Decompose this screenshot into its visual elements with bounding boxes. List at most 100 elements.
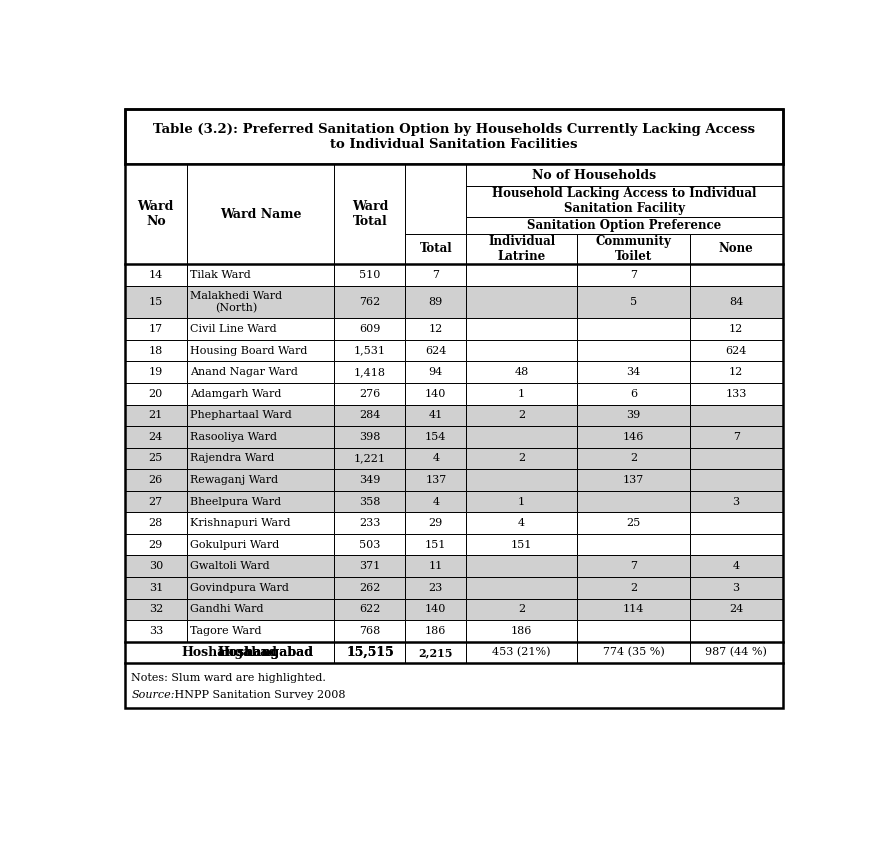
Bar bbox=[689, 642, 782, 663]
Bar bbox=[466, 234, 577, 265]
Text: Tagore Ward: Tagore Ward bbox=[190, 626, 262, 636]
Text: None: None bbox=[719, 243, 753, 255]
Bar bbox=[466, 642, 577, 663]
Text: Source:: Source: bbox=[132, 690, 175, 701]
Bar bbox=[577, 599, 689, 620]
Text: 11: 11 bbox=[428, 561, 442, 572]
Bar bbox=[689, 405, 782, 426]
Bar bbox=[405, 340, 466, 362]
Bar bbox=[577, 491, 689, 513]
Bar bbox=[405, 534, 466, 556]
Bar bbox=[187, 513, 335, 534]
Text: 3: 3 bbox=[733, 583, 740, 593]
Bar bbox=[405, 620, 466, 642]
Text: Rasooliya Ward: Rasooliya Ward bbox=[190, 432, 277, 442]
Text: 15,515: 15,515 bbox=[346, 646, 394, 659]
Bar bbox=[405, 383, 466, 405]
Bar bbox=[187, 426, 335, 448]
Bar bbox=[466, 286, 577, 319]
Bar bbox=[187, 534, 335, 556]
Bar bbox=[125, 599, 187, 620]
Bar bbox=[577, 448, 689, 470]
Text: 349: 349 bbox=[359, 475, 381, 485]
Bar bbox=[689, 340, 782, 362]
Bar bbox=[335, 319, 405, 340]
Bar bbox=[335, 620, 405, 642]
Bar bbox=[125, 383, 187, 405]
Text: 12: 12 bbox=[729, 368, 743, 377]
Bar bbox=[125, 513, 187, 534]
Text: Hoshangabad: Hoshangabad bbox=[181, 646, 278, 659]
Text: 23: 23 bbox=[428, 583, 442, 593]
Bar bbox=[187, 164, 335, 265]
Bar bbox=[405, 426, 466, 448]
Bar bbox=[125, 286, 187, 319]
Bar bbox=[335, 642, 405, 663]
Bar bbox=[125, 405, 187, 426]
Text: 2: 2 bbox=[518, 454, 525, 464]
Text: 33: 33 bbox=[149, 626, 163, 636]
Bar bbox=[405, 234, 466, 265]
Text: No of Households: No of Households bbox=[532, 169, 656, 181]
Bar bbox=[405, 556, 466, 577]
Text: Rewaganj Ward: Rewaganj Ward bbox=[190, 475, 279, 485]
Bar bbox=[335, 556, 405, 577]
Bar bbox=[577, 319, 689, 340]
Text: 233: 233 bbox=[359, 518, 381, 528]
Text: 398: 398 bbox=[359, 432, 381, 442]
Text: Anand Nagar Ward: Anand Nagar Ward bbox=[190, 368, 298, 377]
Bar bbox=[335, 642, 405, 663]
Bar bbox=[125, 642, 405, 663]
Text: 371: 371 bbox=[359, 561, 381, 572]
Bar bbox=[466, 265, 577, 286]
Bar bbox=[335, 362, 405, 383]
Text: Hoshangabad: Hoshangabad bbox=[217, 646, 313, 659]
Text: 28: 28 bbox=[149, 518, 163, 528]
Text: Phephartaal Ward: Phephartaal Ward bbox=[190, 411, 292, 421]
Bar bbox=[125, 109, 782, 164]
Text: Malakhedi Ward
(North): Malakhedi Ward (North) bbox=[190, 291, 282, 313]
Text: 12: 12 bbox=[428, 324, 442, 334]
Text: 503: 503 bbox=[359, 540, 381, 550]
Text: 284: 284 bbox=[359, 411, 381, 421]
Text: 1: 1 bbox=[518, 389, 525, 399]
Text: 84: 84 bbox=[729, 297, 743, 307]
Text: Individual
Latrine: Individual Latrine bbox=[488, 235, 555, 263]
Text: 30: 30 bbox=[149, 561, 163, 572]
Text: 27: 27 bbox=[149, 497, 163, 507]
Text: Notes: Slum ward are highlighted.: Notes: Slum ward are highlighted. bbox=[132, 673, 327, 683]
Text: 2: 2 bbox=[518, 411, 525, 421]
Text: 1,418: 1,418 bbox=[354, 368, 386, 377]
Text: 1,531: 1,531 bbox=[354, 346, 386, 356]
Bar bbox=[689, 470, 782, 491]
Bar bbox=[187, 556, 335, 577]
Bar bbox=[689, 286, 782, 319]
Text: 31: 31 bbox=[149, 583, 163, 593]
Text: Rajendra Ward: Rajendra Ward bbox=[190, 454, 274, 464]
Text: Ward
No: Ward No bbox=[137, 201, 174, 228]
Bar bbox=[577, 556, 689, 577]
Bar bbox=[577, 362, 689, 383]
Bar bbox=[577, 340, 689, 362]
Bar bbox=[335, 265, 405, 286]
Bar bbox=[466, 577, 577, 599]
Text: Sanitation Option Preference: Sanitation Option Preference bbox=[527, 218, 721, 232]
Bar bbox=[466, 556, 577, 577]
Text: 94: 94 bbox=[428, 368, 442, 377]
Bar bbox=[125, 620, 187, 642]
Text: 19: 19 bbox=[149, 368, 163, 377]
Text: 1,221: 1,221 bbox=[354, 454, 386, 464]
Bar bbox=[335, 534, 405, 556]
Bar bbox=[187, 470, 335, 491]
Bar bbox=[689, 383, 782, 405]
Bar bbox=[577, 383, 689, 405]
Bar bbox=[187, 448, 335, 470]
Text: 137: 137 bbox=[623, 475, 644, 485]
Text: 17: 17 bbox=[149, 324, 163, 334]
Bar bbox=[405, 265, 466, 286]
Bar bbox=[577, 513, 689, 534]
Bar bbox=[125, 642, 335, 663]
Bar bbox=[689, 426, 782, 448]
Bar bbox=[125, 534, 187, 556]
Text: 262: 262 bbox=[359, 583, 381, 593]
